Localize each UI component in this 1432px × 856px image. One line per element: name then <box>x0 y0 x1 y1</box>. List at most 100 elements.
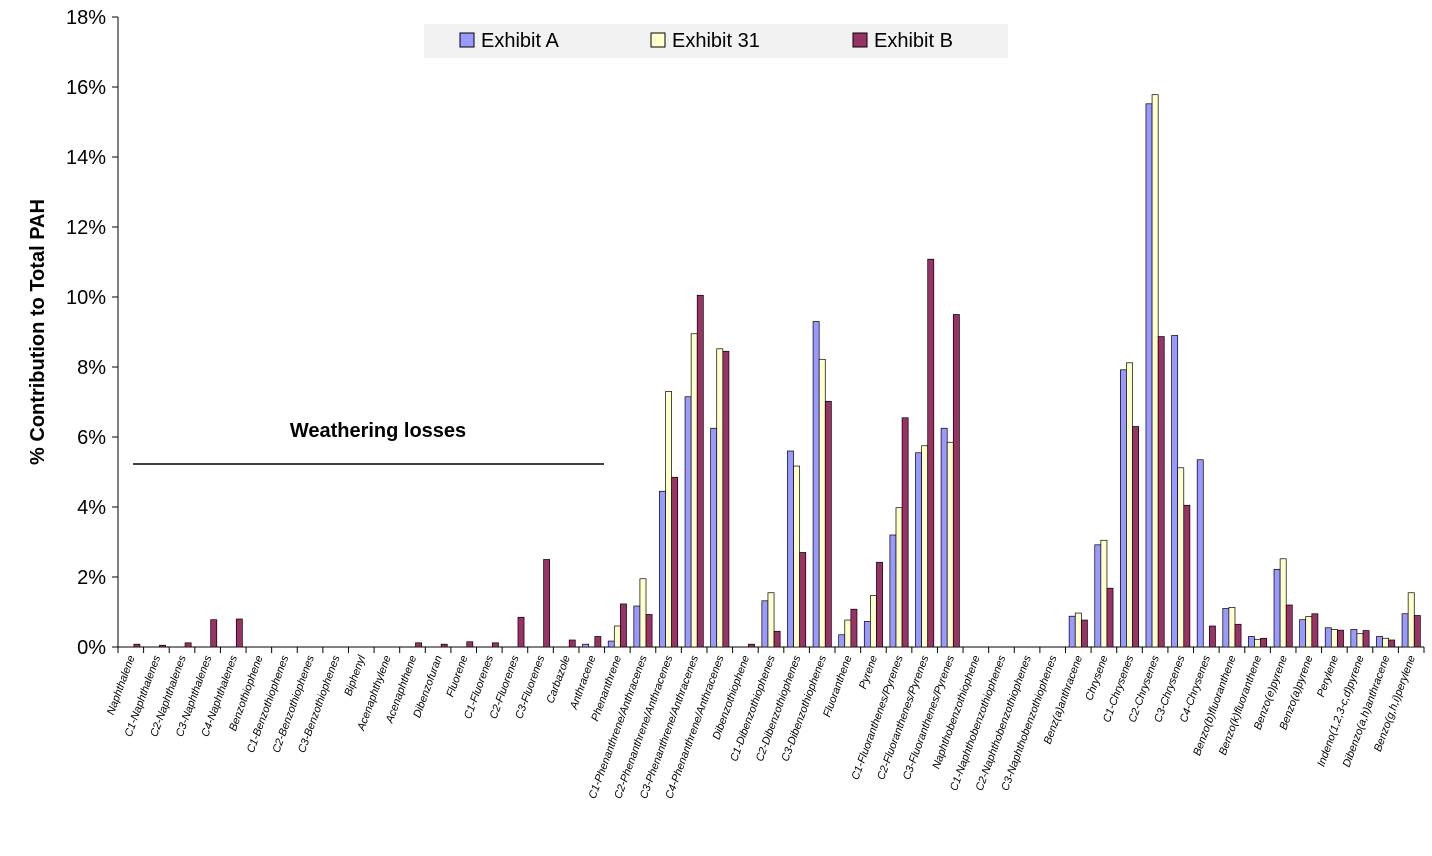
bar-exhibit-a <box>1068 615 1076 648</box>
bar-exhibit-31 <box>946 441 954 648</box>
bar-exhibit-b <box>594 636 602 648</box>
x-tick-label: Anthracene <box>568 654 599 712</box>
bar-exhibit-31 <box>1330 629 1338 648</box>
bar-exhibit-b <box>1285 604 1293 648</box>
bar-exhibit-a <box>582 643 590 648</box>
y-tick-label: 8% <box>77 357 106 379</box>
bar-exhibit-b <box>466 641 474 648</box>
bar-exhibit-b <box>1260 637 1268 648</box>
bar-exhibit-a <box>787 450 794 648</box>
bar-exhibit-b <box>773 630 781 648</box>
bar-exhibit-31 <box>1356 633 1364 648</box>
bar-exhibit-a <box>915 452 922 648</box>
legend-label-exhibit-b: Exhibit B <box>874 30 953 52</box>
bar-exhibit-a <box>1094 544 1102 648</box>
bar-exhibit-31 <box>1177 467 1185 648</box>
bar-exhibit-a <box>710 427 718 648</box>
bar-exhibit-31 <box>1382 637 1389 648</box>
legend-swatch-exhibit-31 <box>650 32 666 48</box>
bar-exhibit-31 <box>895 507 903 648</box>
bar-exhibit-a <box>1324 627 1332 648</box>
bar-exhibit-31 <box>639 578 647 648</box>
y-tick-label: 14% <box>66 147 106 169</box>
y-tick-label: 6% <box>77 427 106 449</box>
bar-exhibit-31 <box>1074 612 1082 648</box>
x-tick-label: Pyrene <box>857 654 880 691</box>
bar-exhibit-b <box>671 476 679 648</box>
bar-exhibit-a <box>889 534 897 648</box>
bar-exhibit-a <box>940 427 948 648</box>
bar-exhibit-b <box>440 643 448 648</box>
bar-exhibit-b <box>133 643 141 648</box>
bar-exhibit-31 <box>716 348 724 648</box>
bar-exhibit-a <box>1145 103 1153 648</box>
bar-exhibit-b <box>1362 630 1370 648</box>
bar-exhibit-31 <box>665 391 672 648</box>
bar-exhibit-b <box>824 400 832 648</box>
bar-exhibit-31 <box>1407 592 1415 648</box>
bar-exhibit-b <box>1311 613 1319 648</box>
bar-exhibit-a <box>1350 629 1358 648</box>
bar-exhibit-b <box>748 643 755 648</box>
bar-exhibit-31 <box>793 465 801 648</box>
bar-exhibit-31 <box>1305 616 1313 648</box>
bar-exhibit-b <box>517 616 525 648</box>
x-tick-label: Perylene <box>1315 654 1341 699</box>
bar-exhibit-b <box>184 642 192 648</box>
bar-exhibit-a <box>1196 459 1204 648</box>
bar-exhibit-b <box>799 552 807 648</box>
bar-exhibit-a <box>633 605 641 648</box>
bar-exhibit-b <box>1209 625 1216 648</box>
x-tick-label: Fluorene <box>444 654 470 699</box>
bar-exhibit-31 <box>613 625 621 648</box>
bar-exhibit-b <box>1388 639 1396 648</box>
bar-exhibit-b <box>620 603 627 648</box>
bars <box>133 94 1421 648</box>
x-tick-label: Chrysene <box>1083 654 1110 702</box>
bar-exhibit-31 <box>767 592 775 648</box>
y-axis-label: % Contribution to Total PAH <box>27 199 49 465</box>
legend-label-exhibit-31: Exhibit 31 <box>672 30 760 52</box>
bar-exhibit-b <box>415 642 422 648</box>
bar-exhibit-b <box>159 644 166 648</box>
bar-exhibit-b <box>901 417 909 648</box>
bar-exhibit-b <box>1337 629 1344 648</box>
bar-exhibit-31 <box>921 445 929 648</box>
bar-exhibit-b <box>850 608 858 648</box>
bar-exhibit-a <box>761 600 769 648</box>
bar-exhibit-b <box>210 619 218 648</box>
legend-swatch-exhibit-a <box>459 32 475 48</box>
legend-label-exhibit-a: Exhibit A <box>481 30 559 52</box>
bar-exhibit-a <box>1171 335 1179 648</box>
bar-exhibit-a <box>659 490 666 648</box>
weathering-annotation: Weathering losses <box>133 420 604 465</box>
bar-exhibit-b <box>927 258 935 648</box>
bar-exhibit-b <box>952 314 960 648</box>
bar-exhibit-a <box>1120 369 1127 648</box>
bar-exhibit-b <box>543 559 551 648</box>
bar-exhibit-b <box>1106 587 1114 648</box>
bar-exhibit-a <box>1248 636 1255 648</box>
bar-exhibit-a <box>1222 608 1230 648</box>
bar-exhibit-31 <box>1228 607 1236 648</box>
weathering-losses-label: Weathering losses <box>290 420 466 442</box>
bar-exhibit-31 <box>818 358 826 648</box>
x-tick-label: Biphenyl <box>342 653 368 697</box>
y-tick-label: 18% <box>66 7 106 29</box>
bar-exhibit-31 <box>1279 558 1287 648</box>
bar-exhibit-b <box>1413 615 1421 648</box>
bar-exhibit-a <box>812 321 820 648</box>
bar-exhibit-31 <box>1151 94 1159 648</box>
bar-exhibit-a <box>1401 613 1409 648</box>
bar-exhibit-a <box>684 396 692 648</box>
bar-exhibit-a <box>838 634 846 648</box>
y-tick-label: 2% <box>77 567 106 589</box>
bar-exhibit-a <box>1376 636 1383 648</box>
bar-exhibit-b <box>235 618 243 648</box>
x-axis: NaphthaleneC1-NaphthalenesC2-Naphthalene… <box>105 647 1425 801</box>
y-tick-label: 10% <box>66 287 106 309</box>
bar-exhibit-b <box>492 642 499 648</box>
legend-swatch-exhibit-b <box>852 32 868 48</box>
bar-exhibit-b <box>1132 426 1140 648</box>
